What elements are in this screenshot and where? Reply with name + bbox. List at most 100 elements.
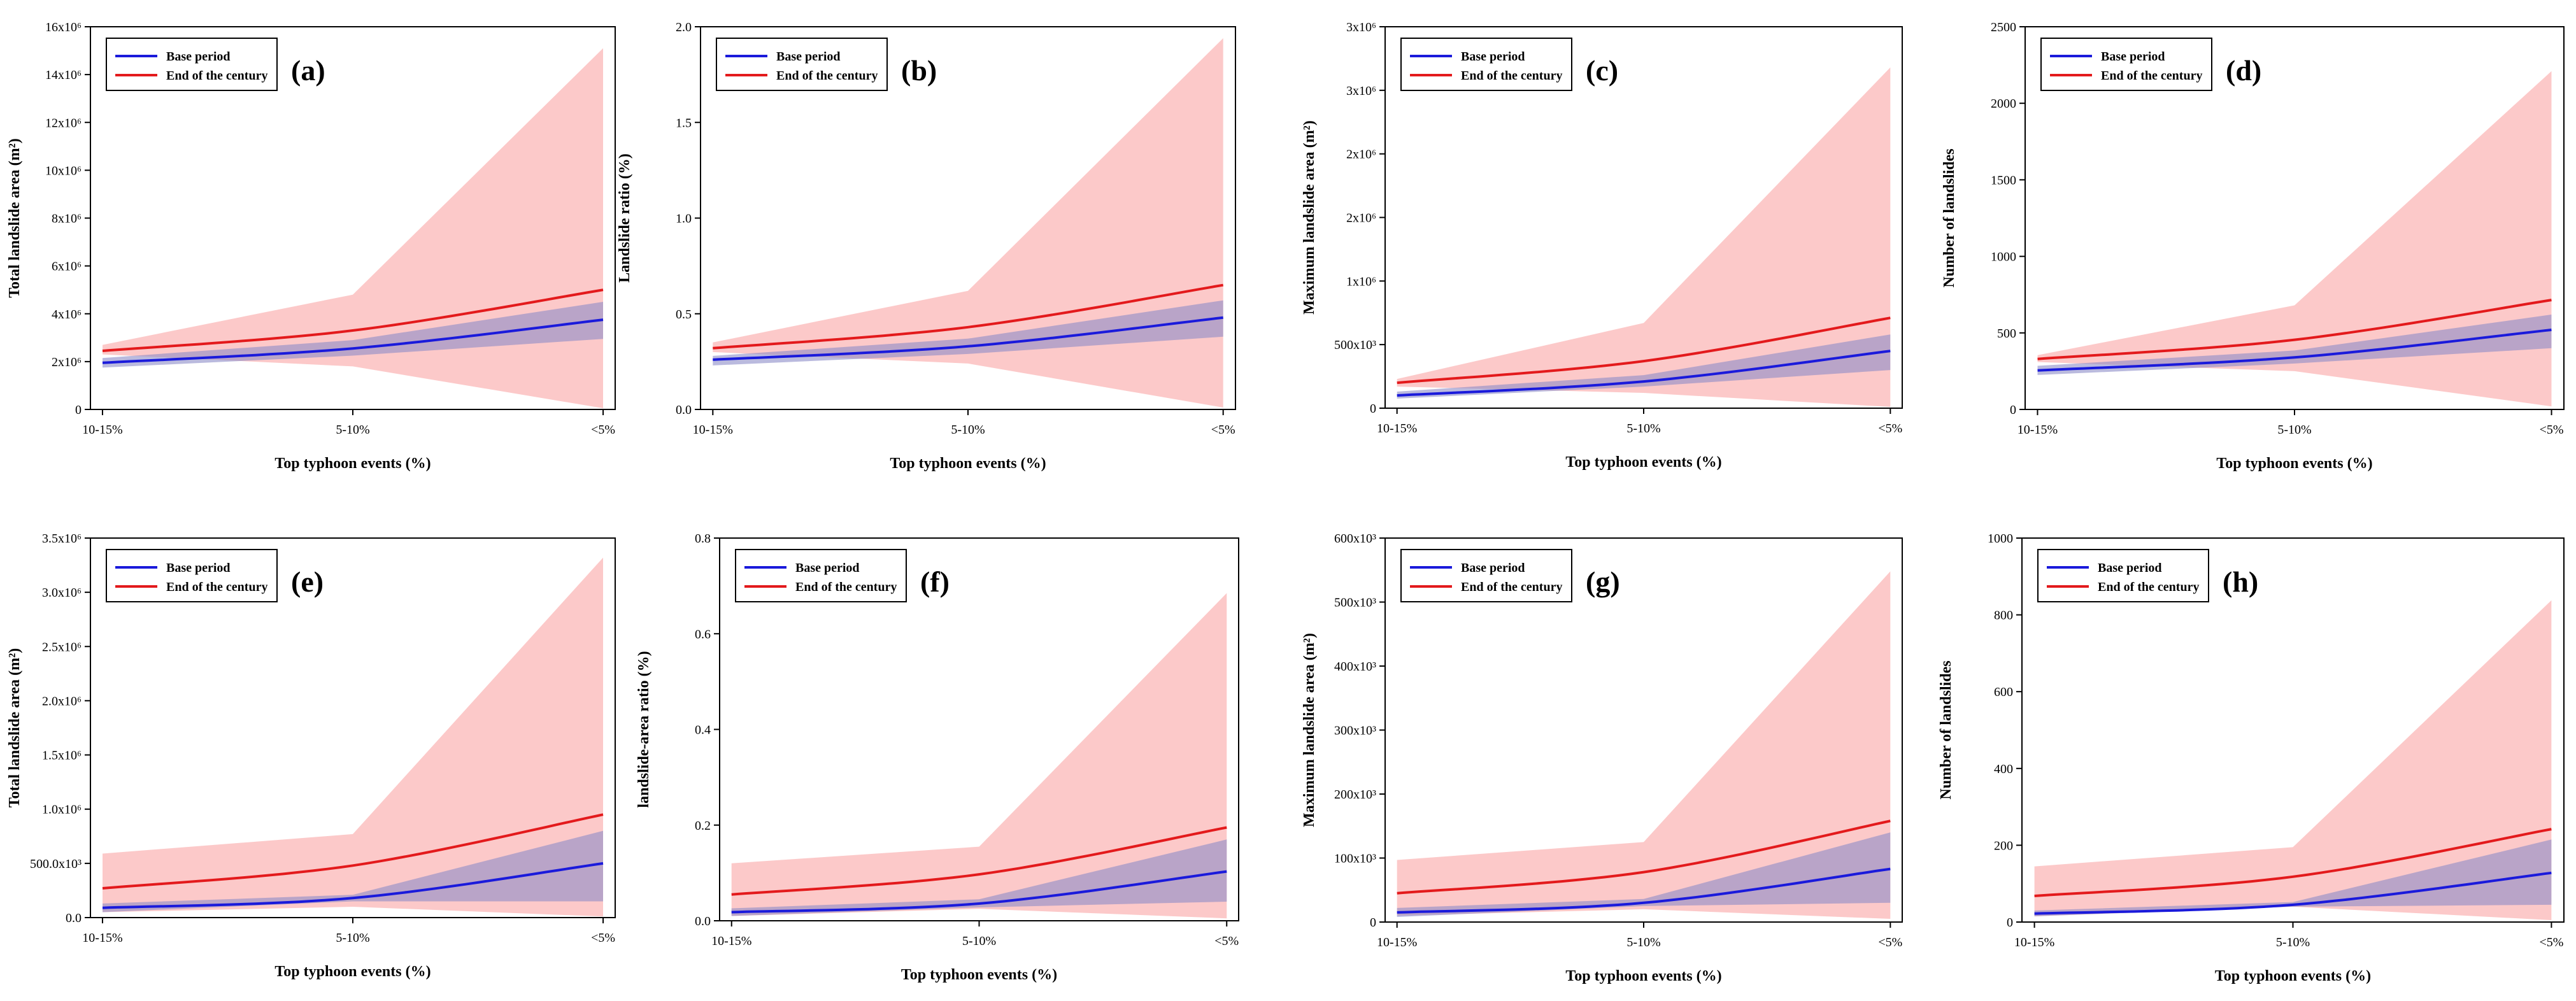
chart-panel: 0.0 0.2 0.4 0.6 0.8 10-15% 5-10% <5% Top typhoon… (636, 532, 1239, 983)
base-period-range-band (103, 302, 603, 368)
y-tick-label: 2.5x10⁶ (42, 640, 82, 654)
legend-label-end: End of the century (1461, 580, 1562, 594)
x-tick-label: 10-15% (1377, 422, 1417, 436)
y-tick-label: 8x10⁶ (52, 212, 82, 226)
y-tick-label: 3.0x10⁶ (42, 586, 82, 600)
base-period-range-band (731, 839, 1227, 916)
y-tick-label: 2x10⁶ (1346, 148, 1376, 162)
x-tick-label: 5-10% (1626, 422, 1660, 436)
end-century-series-line (731, 826, 1227, 896)
legend-label-end: End of the century (166, 580, 267, 594)
panel-label: (b) (901, 54, 937, 87)
base-period-range-band (1397, 832, 1891, 917)
x-tick-label: 5-10% (336, 931, 369, 945)
y-tick-label: 1x10⁶ (1346, 274, 1376, 288)
panel-label: (d) (2226, 54, 2261, 87)
y-axis-label: Total landslide area (m²) (6, 138, 23, 298)
base-period-range-band (713, 300, 1223, 366)
chart-panel: 0 200 400 600 800 1000 10-15% 5-10% <5% Top typho… (1938, 532, 2565, 984)
y-tick-label: 0.8 (695, 532, 711, 546)
y-tick-label: 0 (1370, 916, 1376, 930)
y-tick-label: 1.5 (676, 116, 692, 130)
base-period-series-line (2034, 871, 2552, 915)
y-tick-label: 200 (1994, 839, 2013, 853)
y-tick-label: 2500 (1991, 20, 2016, 34)
y-tick-label: 3x10⁶ (1346, 84, 1376, 98)
x-axis-label: Top typhoon events (%) (2215, 968, 2371, 984)
x-tick-label: <5% (1878, 422, 1902, 436)
legend: Base period End of the century (106, 549, 278, 602)
base-period-range-band (2037, 315, 2552, 375)
end-century-range-band (103, 48, 603, 409)
legend-label-end: End of the century (1461, 69, 1562, 83)
legend-label-base: Base period (166, 50, 231, 64)
y-axis-label: Total landslide area (m²) (6, 648, 23, 808)
legend-label-base: Base period (1461, 561, 1525, 575)
legend-label-base: Base period (166, 561, 231, 575)
legend: Base period End of the century (716, 38, 888, 91)
base-period-series-line (1397, 867, 1891, 914)
y-tick-label: 3.5x10⁶ (42, 532, 82, 546)
legend-box (1400, 549, 1572, 602)
y-tick-label: 600x10³ (1334, 532, 1376, 546)
y-axis-label: landslide-area ratio (%) (636, 651, 652, 807)
x-axis-label: Top typhoon events (%) (890, 455, 1046, 472)
legend-box (735, 549, 907, 602)
y-tick-label: 200x10³ (1334, 788, 1376, 802)
panel-label: (c) (1586, 54, 1618, 87)
y-tick-label: 400 (1994, 762, 2013, 776)
y-tick-label: 0.0 (676, 403, 692, 417)
base-period-range-band (103, 830, 603, 912)
chart-panel: 0.0 0.5 1.0 1.5 2.0 10-15% 5-10% <5% Top typhoon… (616, 20, 1236, 472)
legend: Base period End of the century (2040, 38, 2212, 91)
y-tick-label: 0 (1370, 402, 1376, 416)
y-tick-label: 2000 (1991, 97, 2016, 111)
legend-label-base: Base period (2101, 50, 2165, 64)
x-tick-label: 5-10% (2277, 423, 2311, 437)
x-tick-label: <5% (1211, 423, 1235, 437)
panel-label: (g) (1586, 565, 1620, 598)
x-tick-label: 10-15% (2014, 935, 2054, 949)
x-axis-label: Top typhoon events (%) (901, 967, 1057, 983)
panel-label: (e) (291, 565, 324, 598)
chart-panel: 0.0 500.0x10³ 1.0x10⁶ 1.5x10⁶ 2.0x10⁶ 2.5x10⁶… (6, 532, 616, 980)
x-tick-label: 5-10% (951, 423, 985, 437)
x-tick-label: 10-15% (82, 423, 122, 437)
chart-panel: 0 500x10³ 1x10⁶ 2x10⁶ 2x10⁶ 3x10⁶ 3x10⁶ 10-15% 5… (1301, 20, 1903, 471)
x-tick-label: 5-10% (2276, 935, 2310, 949)
chart-panel: 0 2x10⁶ 4x10⁶ 6x10⁶ 8x10⁶ 10x10⁶ 12x10⁶ 14x10⁶ 1… (6, 20, 616, 472)
legend-box (1400, 38, 1572, 91)
x-tick-label: 10-15% (82, 931, 122, 945)
legend: Base period End of the century (1400, 549, 1572, 602)
y-tick-label: 0.6 (695, 627, 711, 641)
y-tick-label: 0.0 (695, 914, 711, 928)
y-tick-label: 14x10⁶ (45, 68, 82, 82)
y-tick-label: 500x10³ (1334, 596, 1376, 610)
end-century-range-band (103, 557, 603, 917)
base-period-series-line (713, 316, 1223, 361)
y-tick-label: 0.4 (695, 723, 711, 737)
y-tick-label: 0 (2010, 403, 2016, 417)
legend-label-end: End of the century (776, 69, 878, 83)
y-tick-label: 6x10⁶ (52, 260, 82, 274)
y-tick-label: 3x10⁶ (1346, 20, 1376, 34)
y-tick-label: 2.0 (676, 20, 692, 34)
y-tick-label: 10x10⁶ (45, 164, 82, 178)
x-tick-label: <5% (1214, 934, 1239, 948)
end-century-series-line (2037, 299, 2552, 360)
end-century-series-line (102, 813, 604, 890)
chart-panel: 0 500 1000 1500 2000 2500 10-15% 5-10% <5% Top ty… (1941, 20, 2565, 472)
x-tick-label: <5% (591, 931, 615, 945)
legend-box (2037, 549, 2209, 602)
y-tick-label: 500 (1997, 327, 2016, 341)
x-axis-label: Top typhoon events (%) (1565, 968, 1721, 984)
legend-label-base: Base period (2098, 561, 2162, 575)
legend-label-end: End of the century (2098, 580, 2199, 594)
y-tick-label: 1000 (1991, 250, 2016, 264)
y-tick-label: 0.2 (695, 819, 711, 833)
base-period-series-line (102, 862, 604, 909)
x-tick-label: <5% (591, 423, 615, 437)
y-tick-label: 600 (1994, 685, 2013, 699)
y-tick-label: 1500 (1991, 173, 2016, 187)
end-century-range-band (2034, 600, 2552, 920)
